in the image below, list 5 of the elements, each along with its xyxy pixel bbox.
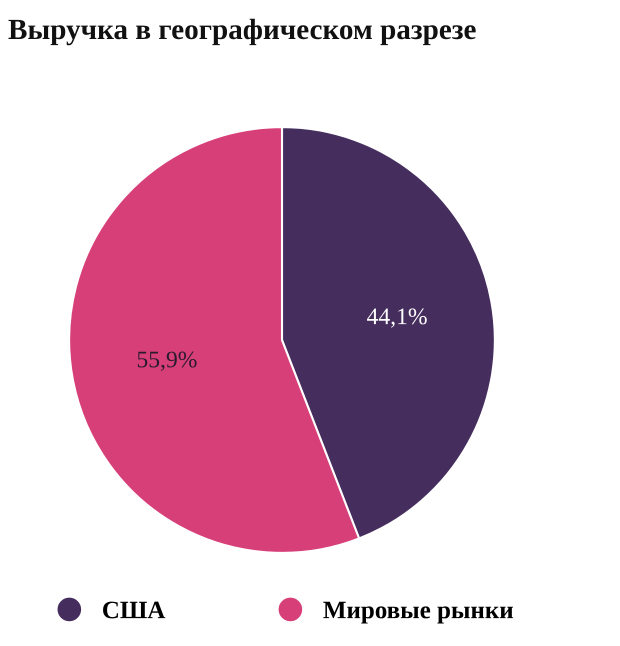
legend-label: США: [103, 602, 166, 618]
legend-label: Мировые рынки: [323, 602, 514, 624]
chart-title: Выручка в географическом разрезе: [8, 18, 476, 46]
data-label: 55,9%: [138, 352, 197, 371]
data-label: 44,1%: [367, 308, 427, 328]
